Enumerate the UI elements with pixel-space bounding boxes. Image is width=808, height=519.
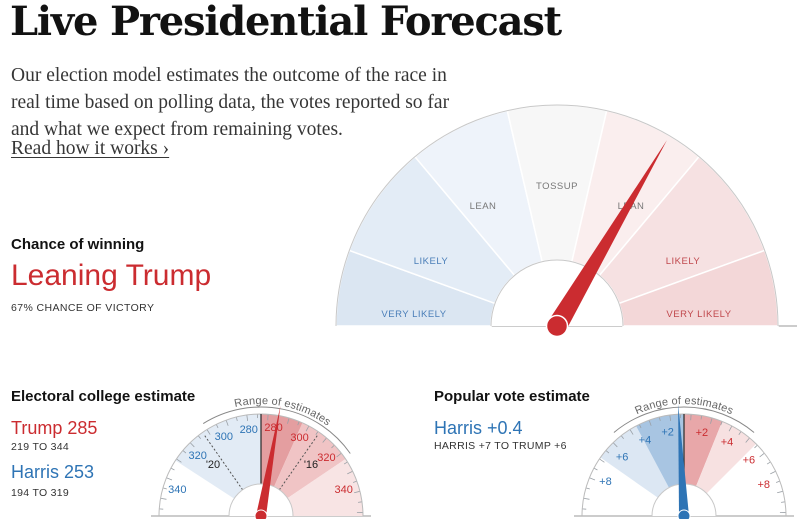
zone-label-2: LEAN — [470, 201, 497, 212]
marker-2016-line — [278, 433, 319, 491]
tick-label-2: +4 — [639, 434, 652, 446]
trump-electoral-estimate: Trump 285 — [11, 418, 98, 438]
gauge-zones — [335, 104, 779, 327]
gauge-needle — [678, 404, 689, 517]
range-band-0 — [175, 414, 261, 499]
leaning-status: Leaning Trump — [11, 259, 212, 292]
range-band-1 — [636, 414, 684, 488]
tick-label-0: +8 — [599, 476, 612, 488]
range-band-2 — [274, 422, 346, 499]
zone-label-6: VERY LIKELY — [666, 309, 731, 320]
zone-label-5: LIKELY — [666, 256, 701, 267]
tick-label-3: 280 — [240, 424, 258, 436]
tick-label-5: 300 — [290, 432, 308, 444]
gauge-outline — [335, 104, 779, 327]
tick-label-7: 340 — [335, 484, 353, 496]
tick-label-1: 320 — [189, 450, 207, 462]
tick-label-4: +2 — [696, 427, 709, 439]
range-of-estimates-arc — [613, 406, 755, 433]
needle-pivot — [677, 509, 691, 519]
tick-label-3: +2 — [661, 427, 674, 439]
harris-electoral-estimate: Harris 253 — [11, 462, 95, 482]
popular-vote-estimate: Harris +0.4 — [434, 418, 523, 438]
needle-pivot — [254, 509, 268, 519]
popular-vote-range: HARRIS +7 TO TRUMP +6 — [434, 440, 567, 452]
gauge-needle — [256, 405, 281, 517]
range-band-2 — [684, 414, 723, 487]
intro-text: Our election model estimates the outcome… — [11, 65, 450, 140]
zone-label-0: VERY LIKELY — [381, 309, 446, 320]
tick-label-6: 320 — [317, 452, 335, 464]
marker-2020-label: '20 — [206, 459, 220, 471]
tick-label-2: 300 — [215, 431, 233, 443]
electoral-college-heading: Electoral college estimate — [11, 388, 196, 405]
tick-label-0: 340 — [168, 484, 186, 496]
victory-probability: 67% CHANCE OF VICTORY — [11, 302, 155, 314]
range-band-3 — [287, 458, 363, 516]
marker-2020-line — [203, 433, 244, 491]
tick-label-5: +4 — [721, 437, 734, 449]
tick-label-7: +8 — [757, 479, 770, 491]
range-of-estimates-arc — [202, 406, 351, 454]
gauge-needle — [545, 140, 667, 338]
chance-of-winning-heading: Chance of winning — [11, 236, 145, 253]
popular-vote-heading: Popular vote estimate — [434, 388, 590, 405]
page-title: Live Presidential Forecast — [10, 0, 562, 45]
zone-label-3: TOSSUP — [536, 181, 578, 192]
range-band-3 — [695, 421, 757, 494]
tick-label-1: +6 — [616, 451, 629, 463]
zone-label-1: LIKELY — [414, 256, 449, 267]
gauge-ticks — [582, 414, 786, 514]
marker-2016-label: '16 — [304, 459, 318, 471]
tick-label-6: +6 — [743, 455, 756, 467]
read-how-it-works-link[interactable]: Read how it works › — [11, 138, 170, 159]
range-band-0 — [600, 425, 669, 498]
trump-electoral-range: 219 TO 344 — [11, 441, 70, 453]
tick-label-4: 280 — [264, 422, 282, 434]
harris-electoral-range: 194 TO 319 — [11, 487, 70, 499]
needle-pivot — [545, 314, 569, 338]
needle-pointer — [548, 140, 667, 332]
